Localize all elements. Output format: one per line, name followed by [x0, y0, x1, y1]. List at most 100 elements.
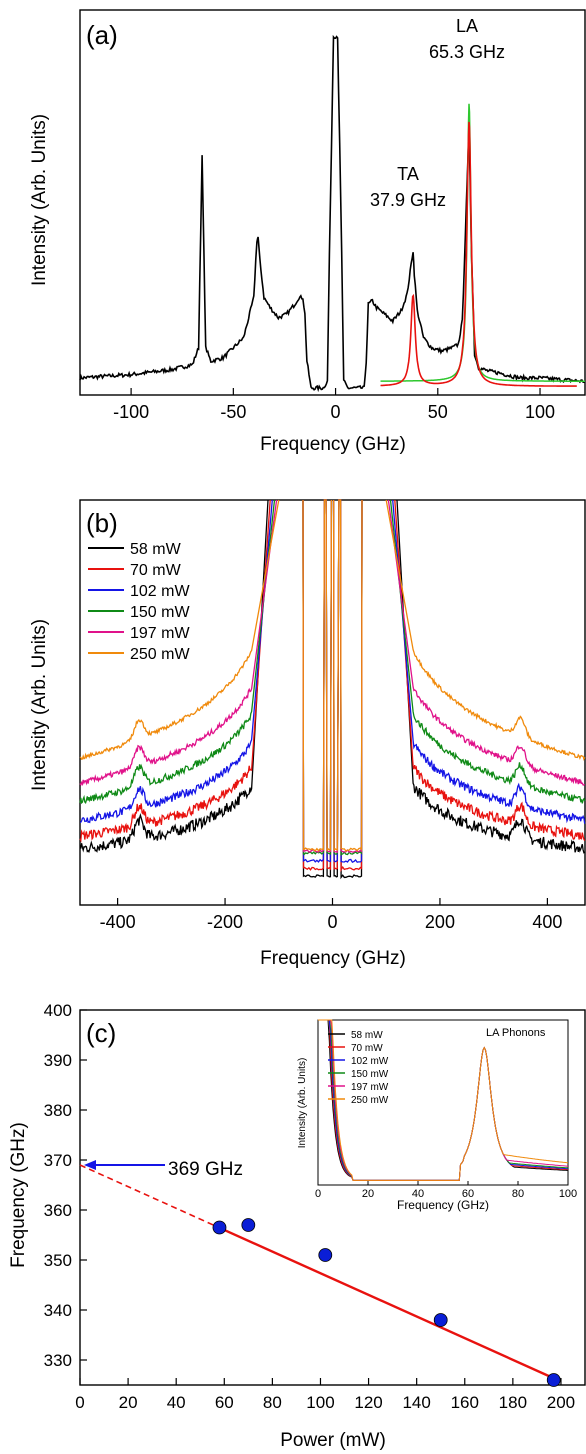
panel-b-legend: 58 mW 70 mW 102 mW 150 mW 197 mW 250 mW [88, 541, 190, 663]
fit-extrapolation-line [79, 1164, 220, 1229]
panel-c-x-tick-label: 160 [451, 1393, 479, 1412]
panel-a-xlabel: Frequency (GHz) [260, 434, 406, 455]
panel-c-x-tick-label: 0 [75, 1393, 84, 1412]
panel-b-plot [79, 499, 586, 880]
inset-legend-label: 102 mW [351, 1056, 389, 1067]
arrow-label: 369 GHz [168, 1159, 243, 1180]
spectrum-line [79, 34, 586, 393]
panel-c-y-tick-label: 360 [44, 1201, 72, 1220]
panel-a-plot [79, 34, 586, 393]
panel-c-x-tick-label: 200 [547, 1393, 575, 1412]
panel-c-ylabel: Frequency (GHz) [8, 1122, 29, 1268]
data-point [546, 1373, 561, 1387]
inset-x-ticks: 0 20 40 60 80 100 [315, 1181, 577, 1200]
panel-c-y-tick-label: 330 [44, 1351, 72, 1370]
inset-ylabel: Intensity (Arb. Units) [297, 1058, 308, 1149]
annotation-la-freq: 65.3 GHz [429, 42, 505, 62]
series-line-58-mw [79, 499, 586, 880]
panel-b-x-ticks: -400 -200 0 200 400 [100, 898, 562, 932]
panel-c-label: (c) [86, 1018, 116, 1048]
legend-label: 70 mW [130, 562, 182, 579]
panel-c-y-tick-label: 370 [44, 1151, 72, 1170]
panel-b-ylabel: Intensity (Arb. Units) [29, 619, 50, 791]
legend-label: 58 mW [130, 541, 182, 558]
inset-legend-label: 250 mW [351, 1095, 389, 1106]
inset-x-tick-label: 100 [559, 1188, 577, 1200]
legend-label: 150 mW [130, 604, 190, 621]
panel-c-x-tick-label: 140 [402, 1393, 430, 1412]
panel-b-x-tick-label: -200 [207, 912, 243, 932]
panel-b-frame [79, 499, 586, 906]
panel-b-x-tick-label: 400 [532, 912, 562, 932]
panel-c-plot [79, 1160, 561, 1387]
panel-c-y-tick-label: 380 [44, 1101, 72, 1120]
panel-a-x-tick-label: -100 [113, 402, 149, 422]
panel-c-x-tick-label: 100 [306, 1393, 334, 1412]
inset-x-tick-label: 20 [362, 1188, 374, 1200]
panel-c-xlabel: Power (mW) [280, 1430, 386, 1451]
series-line-197-mw [79, 499, 586, 854]
panel-a-frame [79, 9, 586, 396]
inset-xlabel: Frequency (GHz) [397, 1198, 489, 1212]
panel-a: -100 -50 0 50 100 (a) LA 65.3 GHz TA 37.9 GH… [29, 9, 586, 455]
panel-a-x-tick-label: 50 [428, 402, 448, 422]
panel-b-label: (b) [86, 508, 118, 538]
panel-a-ylabel: Intensity (Arb. Units) [29, 114, 50, 286]
annotation-ta-name: TA [397, 164, 419, 184]
inset-legend: 58 mW 70 mW 102 mW 150 mW 197 mW 250 mW [328, 1030, 389, 1106]
inset-legend-label: 197 mW [351, 1082, 389, 1093]
panel-b-x-tick-label: 200 [425, 912, 455, 932]
legend-label: 102 mW [130, 583, 190, 600]
inset-x-tick-label: 0 [315, 1188, 321, 1200]
fit-line [218, 1226, 555, 1380]
panel-c-x-tick-label: 120 [354, 1393, 382, 1412]
series-line-102-mw [79, 499, 586, 864]
panel-a-x-ticks: -100 -50 0 50 100 [113, 388, 555, 422]
panel-b-x-tick-label: 0 [327, 912, 337, 932]
panel-b-xlabel: Frequency (GHz) [260, 948, 406, 969]
data-point [212, 1220, 227, 1235]
panel-c-x-tick-label: 20 [119, 1393, 138, 1412]
annotation-la-name: LA [456, 16, 478, 36]
panel-c-y-tick-label: 350 [44, 1251, 72, 1270]
legend-label: 250 mW [130, 646, 190, 663]
series-line-70-mw [79, 499, 586, 873]
panel-b: -400 -200 0 200 400 (b) 58 mW 70 mW 102 mW 150 … [29, 499, 586, 969]
data-point [433, 1313, 448, 1327]
panel-a-x-tick-label: -50 [220, 402, 246, 422]
panel-a-label: (a) [86, 20, 118, 50]
inset-legend-label: 58 mW [351, 1030, 383, 1041]
panel-a-x-tick-label: 100 [525, 402, 555, 422]
inset-series-line [318, 1019, 569, 1181]
inset-x-tick-label: 60 [462, 1188, 474, 1200]
inset: 0 20 40 60 80 100 LA Phonons 58 mW 70 mW 102 mW… [292, 1017, 577, 1212]
la-fit-line [380, 103, 585, 382]
series-line-250-mw [79, 499, 586, 852]
panel-c-x-tick-label: 60 [215, 1393, 234, 1412]
panel-b-x-tick-label: -400 [100, 912, 136, 932]
inset-legend-label: 70 mW [351, 1043, 383, 1054]
panel-c-frame [79, 1009, 586, 1386]
panel-c-x-tick-label: 180 [499, 1393, 527, 1412]
panel-c-ticks: 0 20 40 60 80 100 120 140 160 180 2003303403503603… [44, 1001, 576, 1412]
panel-c-y-tick-label: 390 [44, 1051, 72, 1070]
data-point [318, 1248, 333, 1262]
arrow-head [84, 1160, 96, 1170]
panel-c: 0 20 40 60 80 100 120 140 160 180 2003303403503603… [8, 1001, 586, 1451]
inset-plot [318, 1019, 569, 1181]
data-point [241, 1218, 256, 1232]
panel-c-x-tick-label: 40 [167, 1393, 186, 1412]
inset-background [292, 1017, 572, 1212]
ta-la-fit-line [380, 121, 577, 387]
inset-x-tick-label: 40 [412, 1188, 424, 1200]
inset-frame [317, 1019, 569, 1186]
inset-x-tick-label: 80 [512, 1188, 524, 1200]
panel-c-y-tick-label: 340 [44, 1301, 72, 1320]
legend-label: 197 mW [130, 625, 190, 642]
panel-c-y-tick-label: 400 [44, 1001, 72, 1020]
inset-title: LA Phonons [486, 1027, 546, 1039]
inset-legend-label: 150 mW [351, 1069, 389, 1080]
annotation-ta-freq: 37.9 GHz [370, 190, 446, 210]
panel-a-x-tick-label: 0 [331, 402, 341, 422]
